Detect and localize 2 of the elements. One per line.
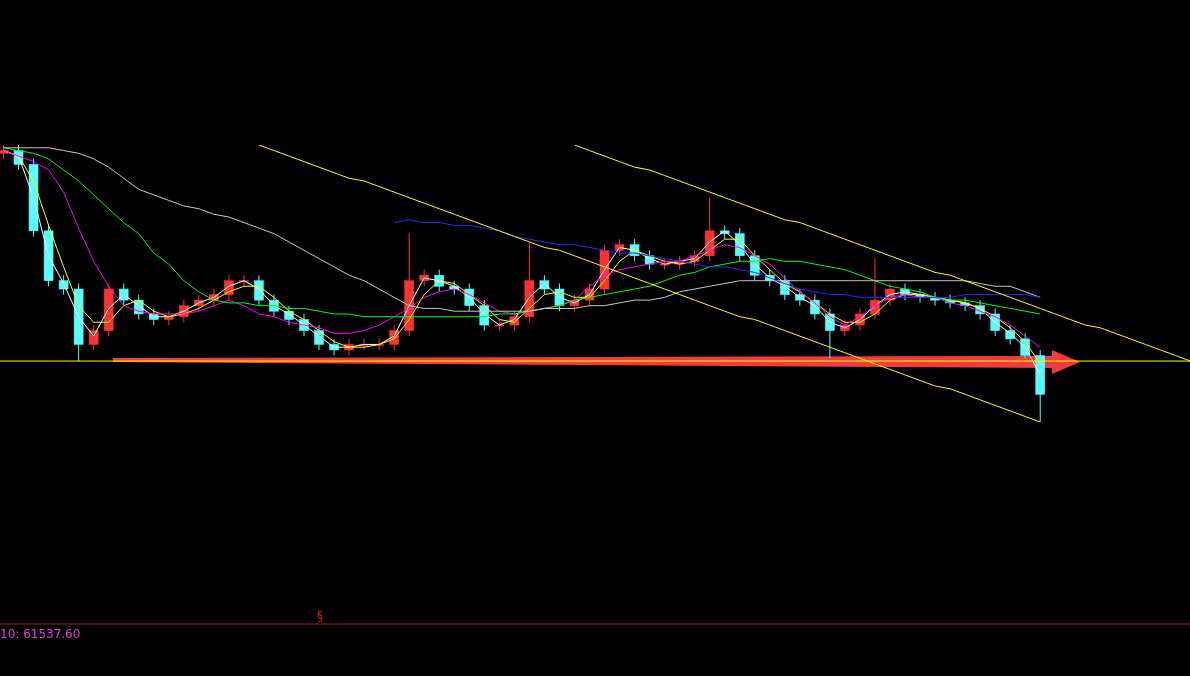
text: §: [317, 609, 323, 623]
text: 10: 61537.60: [0, 627, 81, 641]
